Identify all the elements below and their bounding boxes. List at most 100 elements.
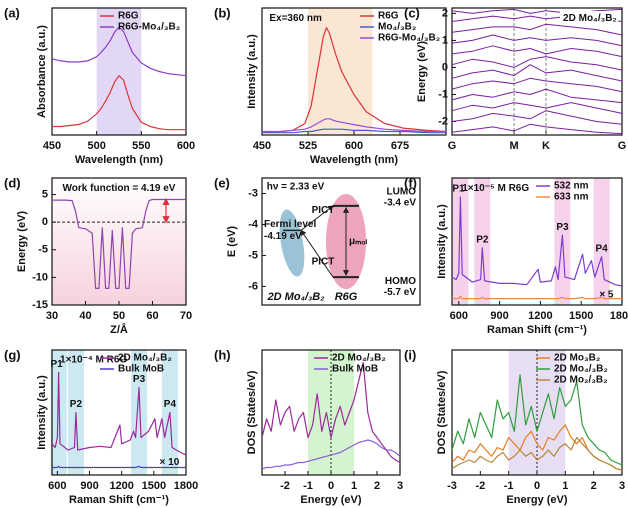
panel-label: (a)	[4, 5, 20, 20]
series-line	[52, 198, 186, 289]
x-tick-label: 900	[80, 480, 98, 492]
panel-label: (e)	[214, 175, 230, 190]
y-tick-label: -6	[248, 280, 258, 292]
annotation: 1×10⁻⁵ M R6G	[462, 183, 529, 194]
annotation: 1×10⁻⁴ M R6G	[60, 355, 127, 366]
band-line	[451, 77, 623, 93]
x-tick-label: 1500	[569, 310, 593, 322]
y-axis-label: Absorbance (a.u.)	[36, 25, 48, 118]
panel-label: (f)	[404, 175, 417, 190]
peak-highlight	[593, 178, 610, 305]
legend-label: 633 nm	[554, 192, 589, 203]
x-tick-label: 1800	[610, 310, 628, 322]
legend-label: 2D Mo₄/₃B₂	[554, 364, 608, 375]
series-line	[262, 128, 446, 134]
panel-label: (c)	[404, 5, 420, 20]
peak-label: P2	[70, 399, 83, 410]
level-label: -5.7 eV	[384, 287, 417, 298]
y-tick-label: -1	[438, 88, 448, 100]
x-tick-label: 525	[299, 140, 317, 152]
level-label: -3.4 eV	[384, 198, 417, 209]
plot-frame	[451, 7, 623, 136]
x-tick-label: 450	[253, 140, 271, 152]
legend-label: Bulk MoB	[332, 364, 378, 375]
x-tick-label: -2	[475, 480, 485, 492]
x-axis-label: Raman Shift (cm⁻¹)	[69, 494, 169, 506]
y-tick-label: 0	[442, 61, 448, 73]
legend-label: R6G-Mo₄/₃B₂	[118, 22, 180, 33]
x-tick-label: 600	[450, 310, 468, 322]
series-line	[261, 361, 401, 464]
panel-label: (b)	[214, 5, 231, 20]
shaded-region	[96, 8, 142, 135]
x-axis-label: Energy (eV)	[300, 494, 361, 506]
x-axis-label: Raman Shift (cm⁻¹)	[487, 324, 587, 336]
x-tick-label: K	[542, 140, 550, 152]
annotation: 2D Mo₄/₃B₂	[563, 13, 617, 24]
x-tick-label: 1200	[528, 310, 552, 322]
material-label: R6G	[335, 291, 358, 303]
y-axis-label: Energy (eV)	[16, 211, 28, 272]
y-tick-label: -5	[248, 249, 258, 261]
y-axis-label: Energy (eV)	[416, 41, 428, 102]
band-line	[451, 23, 623, 36]
y-axis-label: Intensity (a.u.)	[36, 375, 48, 450]
legend-label: Mo₄/₃B₂	[378, 22, 416, 33]
peak-label: P2	[476, 234, 489, 245]
plot-frame	[261, 177, 421, 306]
peak-label: P1	[452, 184, 465, 195]
x-tick-label: 60	[146, 310, 158, 322]
series-line	[51, 371, 187, 456]
peak-label: P4	[595, 243, 608, 254]
x-tick-label: 40	[79, 310, 91, 322]
series-line	[52, 75, 186, 131]
x-tick-label: 600	[345, 140, 363, 152]
x-tick-label: -1	[504, 480, 514, 492]
transfer-arrow	[300, 229, 334, 278]
band-line	[451, 110, 623, 125]
plot-frame	[51, 7, 187, 136]
plot-frame	[51, 349, 187, 476]
x-tick-label: 3	[619, 480, 625, 492]
peak-highlight	[50, 350, 67, 475]
x-tick-label: 1800	[174, 480, 198, 492]
annotation: Work function = 4.19 eV	[63, 183, 176, 194]
x-tick-label: 70	[180, 310, 192, 322]
x-tick-label: 600	[48, 480, 66, 492]
legend-label: R6G	[378, 11, 399, 22]
x-tick-label: -3	[447, 480, 457, 492]
band-line	[451, 88, 623, 104]
annotation: Ex=360 nm	[269, 13, 322, 24]
x-tick-label: 500	[87, 140, 105, 152]
x-tick-label: 450	[43, 140, 61, 152]
band-line	[451, 123, 623, 135]
level-name: Fermi level	[264, 219, 316, 230]
x-tick-label: 550	[132, 140, 150, 152]
y-axis-label: Intensity (a.u.)	[436, 204, 448, 279]
series-line	[52, 465, 186, 469]
material-ellipse	[279, 209, 305, 277]
series-line	[452, 295, 622, 300]
y-tick-label: 5	[42, 188, 48, 200]
x-tick-label: 3	[397, 480, 403, 492]
x-tick-label: 0	[328, 480, 334, 492]
x-tick-label: -2	[280, 480, 290, 492]
y-axis-label: Intensity (a.u.)	[246, 34, 258, 109]
peak-highlight	[474, 178, 491, 305]
peak-highlight	[452, 178, 469, 305]
x-tick-label: 900	[490, 310, 508, 322]
legend-label: 2D Mo₄/₃B₂	[118, 353, 172, 364]
x-tick-label: G	[618, 140, 627, 152]
x-tick-label: 2	[591, 480, 597, 492]
y-tick-label: -2	[438, 115, 448, 127]
x-axis-label: Wavelength (nm)	[310, 154, 399, 166]
series-line	[451, 436, 623, 471]
y-tick-label: 2	[442, 7, 448, 19]
x-tick-label: 1200	[109, 480, 133, 492]
series-line	[451, 374, 623, 466]
band-line	[451, 102, 623, 114]
legend-label: R6G-Mo₄/₃B₂	[378, 33, 440, 44]
x-tick-label: 1500	[142, 480, 166, 492]
annotation-bg	[560, 11, 618, 25]
